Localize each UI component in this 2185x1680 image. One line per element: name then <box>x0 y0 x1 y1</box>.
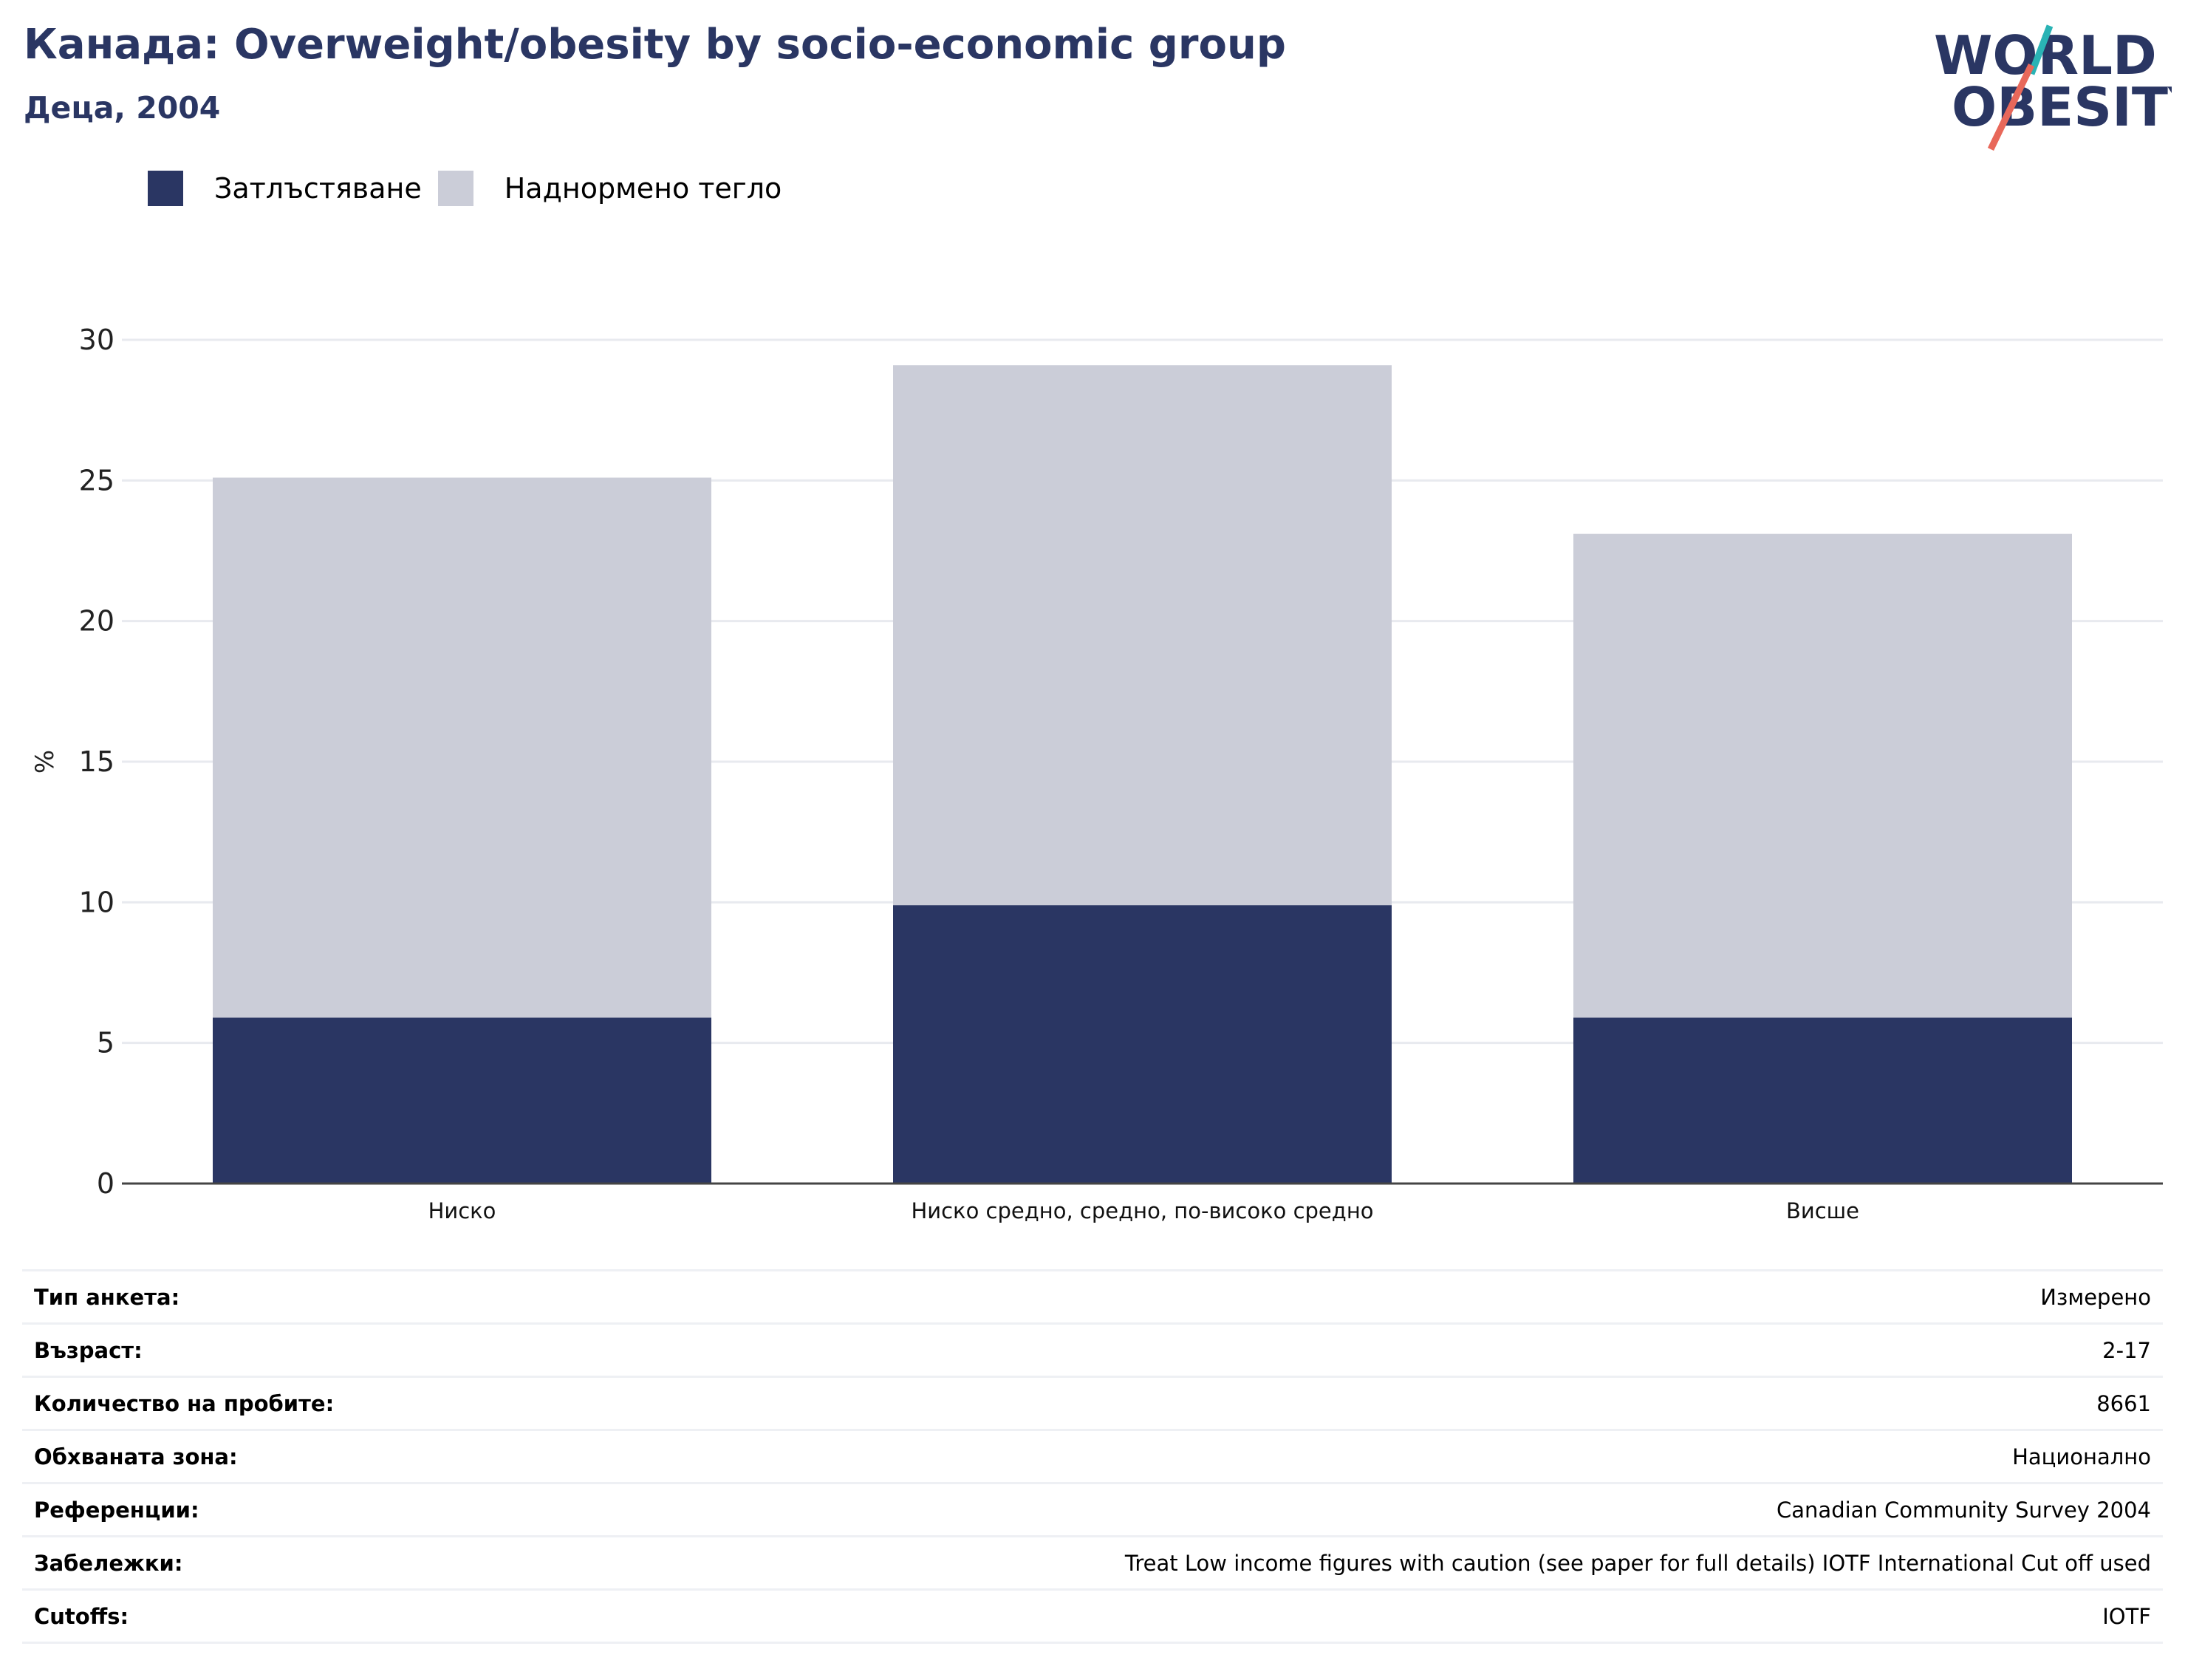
info-label: Забележки: <box>34 1550 183 1576</box>
bar-overweight <box>893 365 1392 906</box>
info-value: 8661 <box>2096 1390 2151 1416</box>
info-row-sample-size: Количество на пробите: 8661 <box>22 1378 2163 1431</box>
info-value: IOTF <box>2102 1603 2151 1629</box>
info-value: Canadian Community Survey 2004 <box>1777 1497 2151 1523</box>
info-value: 2-17 <box>2102 1337 2151 1363</box>
info-row-references: Референции: Canadian Community Survey 20… <box>22 1484 2163 1537</box>
chart-title: Канада: Overweight/obesity by socio-econ… <box>24 21 1286 69</box>
legend-label-overweight: Наднормено тегло <box>504 172 782 205</box>
legend-item-overweight[interactable]: Наднормено тегло <box>437 171 782 206</box>
bar-obesity <box>893 905 1392 1184</box>
logo-coral-stroke <box>1987 64 2035 151</box>
chart-subtitle: Деца, 2004 <box>24 90 221 126</box>
info-value: Измерено <box>2040 1284 2151 1310</box>
stacked-bar-chart: 0 5 10 15 20 25 30% Ниско Ниско средно, средно, … <box>30 324 2163 1223</box>
y-tick-label: 20 <box>79 605 114 638</box>
world-obesity-logo: WORLD OBESITY <box>1934 24 2172 151</box>
info-row-area-covered: Обхваната зона: Национално <box>22 1431 2163 1484</box>
y-tick-label: 0 <box>97 1167 114 1200</box>
x-tick-label: Висше <box>1786 1198 1859 1223</box>
info-row-cutoffs: Cutoffs: IOTF <box>22 1591 2163 1644</box>
legend: Затлъстяване Наднормено тегло <box>148 168 798 208</box>
bar-obesity <box>1573 1017 2072 1184</box>
info-label: Количество на пробите: <box>34 1390 335 1416</box>
x-tick-label: Ниско средно, средно, по-високо средно <box>911 1198 1373 1223</box>
info-label: Възраст: <box>34 1337 143 1363</box>
info-label: Тип анкета: <box>34 1284 180 1310</box>
survey-info-table: Тип анкета: Измерено Възраст: 2-17 Колич… <box>22 1269 2163 1644</box>
bar-overweight <box>1573 533 2072 1018</box>
info-row-survey-type: Тип анкета: Измерено <box>22 1271 2163 1325</box>
bar-overweight <box>213 477 711 1018</box>
logo-word-obesity: OBESITY <box>1952 76 2172 138</box>
info-row-notes: Забележки: Treat Low income figures with… <box>22 1537 2163 1591</box>
y-tick-label: 25 <box>79 464 114 496</box>
info-label: Cutoffs: <box>34 1603 129 1629</box>
legend-swatch-overweight <box>437 171 473 206</box>
legend-item-obesity[interactable]: Затлъстяване <box>148 171 422 206</box>
x-tick-label: Ниско <box>428 1198 496 1223</box>
y-tick-label: 5 <box>97 1027 114 1059</box>
y-tick-label: 10 <box>79 886 114 918</box>
info-row-age: Възраст: 2-17 <box>22 1325 2163 1378</box>
legend-label-obesity: Затлъстяване <box>214 172 422 205</box>
info-label: Обхваната зона: <box>34 1444 238 1469</box>
y-tick-label: 30 <box>79 324 114 356</box>
legend-swatch-obesity <box>148 171 183 206</box>
y-tick-label: 15 <box>79 745 114 778</box>
info-label: Референции: <box>34 1497 199 1523</box>
y-axis-label: % <box>30 750 60 774</box>
info-value: Treat Low income figures with caution (s… <box>1124 1550 2151 1576</box>
bar-obesity <box>213 1017 711 1184</box>
logo-teal-stroke <box>2028 24 2054 75</box>
info-value: Национално <box>2012 1444 2151 1469</box>
